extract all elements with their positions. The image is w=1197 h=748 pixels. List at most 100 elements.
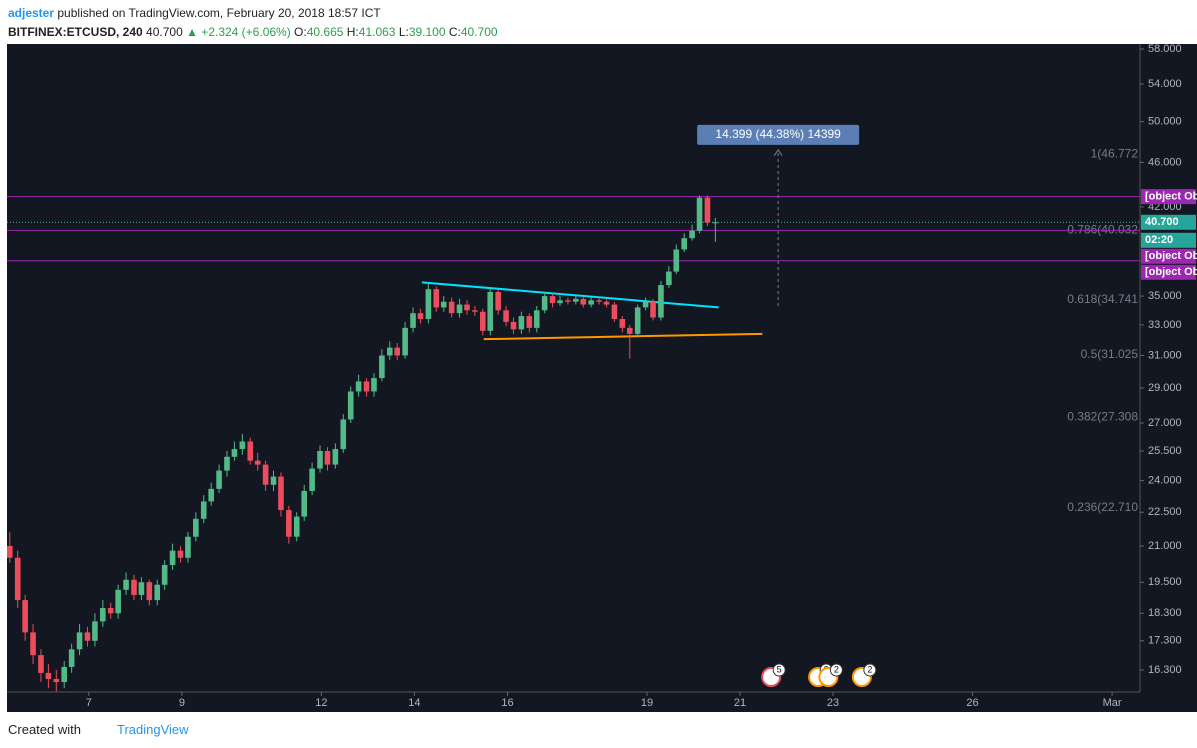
candle-body bbox=[433, 289, 440, 308]
candle-body bbox=[200, 501, 207, 519]
candle-body bbox=[696, 197, 703, 231]
candle-body bbox=[340, 419, 347, 450]
y-tick-label: 18.300 bbox=[1148, 607, 1182, 619]
candle-body bbox=[363, 381, 370, 392]
candle-body bbox=[410, 313, 416, 328]
candle-body bbox=[53, 678, 60, 683]
y-tick-label: 31.000 bbox=[1148, 349, 1182, 361]
candle-body bbox=[301, 490, 308, 517]
candle-body bbox=[293, 516, 300, 537]
candle-body bbox=[573, 298, 579, 302]
candle-body bbox=[68, 649, 75, 667]
candle-body bbox=[704, 197, 711, 223]
h-label: H: bbox=[346, 25, 359, 39]
candle-body bbox=[603, 301, 610, 305]
y-tick-label: 25.500 bbox=[1148, 445, 1182, 457]
candle-body bbox=[224, 456, 230, 471]
candle-body bbox=[355, 381, 362, 392]
x-tick-label: 9 bbox=[179, 697, 185, 709]
candle-body bbox=[658, 285, 664, 318]
candle-body bbox=[386, 347, 393, 356]
candle-body bbox=[38, 655, 44, 673]
candle-body bbox=[107, 607, 114, 614]
x-tick-label: 26 bbox=[966, 697, 978, 709]
candle-body bbox=[440, 301, 447, 308]
change: ▲ +2.324 (+6.06%) bbox=[186, 25, 291, 39]
o: 40.665 bbox=[306, 25, 344, 39]
candle-body bbox=[154, 584, 161, 601]
candle-body bbox=[92, 621, 98, 641]
candle-body bbox=[681, 238, 687, 250]
candle-body bbox=[231, 449, 238, 457]
plot-bg bbox=[7, 44, 1140, 692]
l-label: L: bbox=[398, 25, 409, 39]
measure-box bbox=[697, 124, 860, 145]
y-tick-label: 24.000 bbox=[1148, 475, 1182, 487]
candle-body bbox=[6, 545, 13, 558]
candle-body bbox=[712, 222, 719, 224]
event-label: 5 bbox=[777, 664, 782, 674]
price-tag bbox=[1141, 232, 1196, 248]
candle-body bbox=[193, 518, 199, 537]
x-tick-label: 19 bbox=[641, 697, 653, 709]
brand[interactable]: TradingView bbox=[116, 722, 189, 737]
candle-body bbox=[278, 476, 284, 511]
published: published on TradingView.com, February 2… bbox=[57, 6, 381, 20]
author[interactable]: adjester bbox=[8, 6, 55, 20]
event-badge bbox=[829, 663, 843, 677]
candle-body bbox=[169, 550, 176, 565]
y-tick-label: 58.000 bbox=[1148, 43, 1182, 55]
candle-body bbox=[456, 304, 463, 314]
candle-body bbox=[588, 300, 594, 305]
candle-body bbox=[208, 488, 214, 502]
candle-body bbox=[448, 301, 455, 314]
candle-body bbox=[14, 557, 21, 601]
candle-body bbox=[61, 666, 68, 683]
candle-body bbox=[317, 451, 323, 469]
y-tick-label: 54.000 bbox=[1148, 78, 1182, 90]
candle-body bbox=[138, 582, 145, 595]
price-tag bbox=[1141, 189, 1196, 205]
fib-label: 0.618(34.741 bbox=[1067, 292, 1138, 306]
candle-body bbox=[394, 347, 401, 356]
y-tick-label: 33.000 bbox=[1148, 319, 1182, 331]
y-tick-label: 21.000 bbox=[1148, 540, 1182, 552]
price-tag-label: 40.700 bbox=[1145, 216, 1179, 228]
y-tick-label: 19.500 bbox=[1148, 576, 1182, 588]
candle-body bbox=[324, 451, 331, 465]
trendline bbox=[421, 281, 719, 309]
candle-body bbox=[611, 304, 618, 319]
candle-body bbox=[115, 589, 121, 614]
y-tick-label: 50.000 bbox=[1148, 116, 1182, 128]
x-tick-label: 23 bbox=[827, 697, 839, 709]
candle-body bbox=[557, 300, 563, 304]
candle-body bbox=[76, 632, 83, 650]
event-label: 2 bbox=[867, 664, 872, 674]
fib-label: 0.786(40.032 bbox=[1067, 223, 1138, 237]
candle-body bbox=[30, 632, 36, 656]
candle-body bbox=[123, 579, 129, 590]
candle-body bbox=[619, 318, 626, 328]
candle-body bbox=[495, 291, 501, 311]
event-badge bbox=[772, 663, 786, 677]
candle-body bbox=[510, 321, 517, 330]
x-tick-label: 12 bbox=[315, 697, 327, 709]
y-tick-label: 27.000 bbox=[1148, 417, 1182, 429]
candle-body bbox=[642, 301, 649, 308]
candle-body bbox=[541, 296, 548, 311]
candle-body bbox=[216, 470, 222, 489]
header: adjester published on TradingView.com, F… bbox=[8, 4, 498, 42]
candle-body bbox=[347, 391, 354, 420]
fib-label: 1(46.772 bbox=[1091, 146, 1139, 160]
price: 40.700 bbox=[146, 25, 183, 39]
candle-body bbox=[533, 310, 540, 328]
candle-body bbox=[161, 564, 168, 585]
candle-body bbox=[487, 291, 494, 331]
candle-body bbox=[309, 468, 315, 491]
measure-arrow bbox=[773, 148, 783, 157]
candle-body bbox=[402, 327, 408, 356]
c-label: C: bbox=[448, 25, 461, 39]
candle-body bbox=[379, 355, 385, 379]
candle-body bbox=[549, 296, 556, 304]
